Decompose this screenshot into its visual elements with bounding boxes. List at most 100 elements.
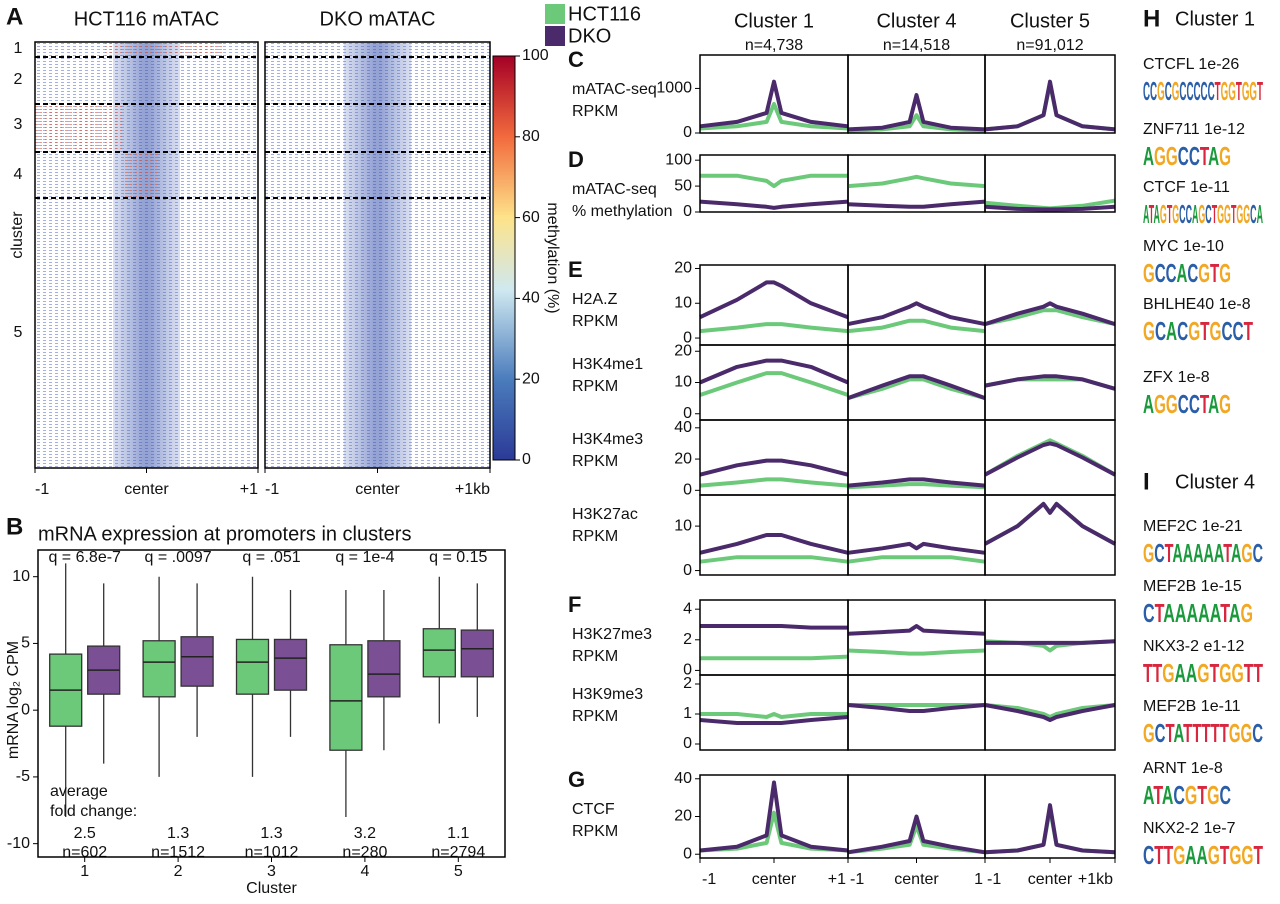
colorbar-tick-label: 60 bbox=[522, 209, 540, 226]
y-tick-label: 0 bbox=[683, 405, 692, 422]
x-tick-label: 1 bbox=[974, 871, 983, 888]
column-title: Cluster 5 bbox=[1010, 10, 1090, 32]
motif-label: MEF2B 1e-15 bbox=[1143, 578, 1242, 595]
y-tick-label: 20 bbox=[674, 260, 692, 277]
y-tick-label: 20 bbox=[674, 450, 692, 467]
y-tick-label: 0 bbox=[683, 203, 692, 220]
profile-line bbox=[699, 458, 849, 477]
n-label: n=2794 bbox=[431, 844, 485, 861]
fold-change: 1.1 bbox=[447, 825, 469, 842]
x-tick-label: 3 bbox=[267, 863, 276, 880]
profile-line bbox=[847, 541, 986, 555]
profile-line bbox=[847, 377, 986, 401]
y-tick-label: 10 bbox=[674, 294, 692, 311]
x-tick-label: center bbox=[894, 871, 939, 888]
panel-letter: G bbox=[568, 767, 585, 792]
motif-label: MYC 1e-10 bbox=[1143, 238, 1224, 255]
legend-label: DKO bbox=[568, 25, 611, 47]
colorbar-tick-label: 80 bbox=[522, 128, 540, 145]
x-tick-label: -1 bbox=[850, 871, 864, 888]
y-tick-label: 10 bbox=[674, 517, 692, 534]
profile-line bbox=[847, 624, 986, 636]
x-tick-label: center bbox=[124, 481, 169, 498]
profile-line bbox=[847, 318, 986, 334]
profile-line bbox=[700, 173, 848, 189]
panel-frame bbox=[699, 599, 849, 676]
profile-line bbox=[984, 501, 1116, 546]
x-tick-label: -1 bbox=[35, 481, 49, 498]
annotation: average bbox=[50, 783, 108, 800]
panel-frame bbox=[984, 154, 1116, 213]
row-label: mATAC-seq bbox=[572, 181, 657, 198]
heatmap-title: HCT116 mATAC bbox=[74, 8, 220, 30]
panel-letter: F bbox=[568, 592, 581, 617]
y-tick-label: 0 bbox=[683, 562, 692, 579]
y-tick-label: 0 bbox=[683, 735, 692, 752]
q-label: q = 1e-4 bbox=[335, 549, 394, 566]
profile-line bbox=[984, 441, 1116, 477]
x-tick-label: center bbox=[1028, 871, 1073, 888]
y-tick-label: 100 bbox=[665, 151, 692, 168]
cluster-label: 2 bbox=[14, 71, 23, 88]
y-tick-label: 2 bbox=[683, 631, 692, 648]
cluster-label: 4 bbox=[14, 166, 23, 183]
profile-line bbox=[700, 624, 848, 630]
row-label: RPKM bbox=[572, 103, 618, 120]
profile-line bbox=[699, 715, 849, 725]
x-tick-label: center bbox=[752, 871, 797, 888]
profile-line bbox=[699, 280, 849, 320]
row-label: H3K4me3 bbox=[572, 431, 643, 448]
box bbox=[329, 644, 363, 751]
column-title: Cluster 1 bbox=[734, 10, 814, 32]
row-label: RPKM bbox=[572, 453, 618, 470]
motif-logo: AGGCCTAG bbox=[1143, 389, 1231, 419]
panel-letter: C bbox=[568, 47, 584, 72]
x-tick-label: -1 bbox=[265, 481, 279, 498]
row-label: H3K9me3 bbox=[572, 686, 643, 703]
profile-line bbox=[847, 482, 986, 490]
colorbar-tick-label: 20 bbox=[522, 370, 540, 387]
n-label: n=1512 bbox=[151, 844, 205, 861]
profile-line bbox=[984, 703, 1116, 722]
legend-swatch bbox=[545, 4, 565, 24]
motif-logo: CTTGAAGTGGT bbox=[1143, 840, 1263, 870]
chart-title: mRNA expression at promoters in clusters bbox=[38, 523, 411, 545]
motif-group-title: Cluster 4 bbox=[1175, 471, 1255, 493]
profile-line bbox=[699, 199, 849, 210]
panel-frame bbox=[699, 54, 849, 134]
n-label: n=280 bbox=[342, 844, 387, 861]
y-tick-label: 50 bbox=[674, 177, 692, 194]
profile-line bbox=[984, 204, 1116, 212]
panel-letter: H bbox=[1143, 5, 1160, 32]
annotation: fold change: bbox=[50, 803, 137, 820]
colorbar-title: methylation (%) bbox=[544, 202, 561, 313]
motif-label: NKX3-2 e1-12 bbox=[1143, 638, 1244, 655]
motif-logo: GCTAAAAATAGC bbox=[1143, 538, 1263, 568]
panel-frame bbox=[847, 599, 986, 676]
profile-line bbox=[984, 703, 1116, 719]
x-tick-label: 1 bbox=[80, 863, 89, 880]
profile-line bbox=[985, 639, 1116, 645]
profile-line bbox=[847, 555, 986, 564]
row-label: RPKM bbox=[572, 648, 618, 665]
panel-frame bbox=[984, 419, 1116, 496]
y-tick-label: 40 bbox=[674, 770, 692, 787]
profile-line bbox=[847, 814, 986, 855]
panel-letter: A bbox=[6, 3, 23, 30]
y-tick-label: 10 bbox=[12, 568, 30, 585]
panel-frame bbox=[984, 54, 1116, 134]
motif-label: BHLHE40 1e-8 bbox=[1143, 296, 1251, 313]
y-tick-label: 1000 bbox=[656, 80, 692, 97]
profile-line bbox=[983, 438, 1117, 477]
panel-letter: B bbox=[6, 513, 23, 540]
profile-line bbox=[847, 703, 986, 713]
profile-line bbox=[984, 301, 1116, 327]
box bbox=[422, 628, 456, 678]
fold-change: 1.3 bbox=[260, 825, 282, 842]
y-tick-label: 0 bbox=[683, 662, 692, 679]
row-label: RPKM bbox=[572, 378, 618, 395]
x-tick-label: 4 bbox=[360, 863, 369, 880]
x-tick-label: 5 bbox=[454, 863, 463, 880]
y-tick-label: -5 bbox=[16, 768, 30, 785]
motif-label: ZFX 1e-8 bbox=[1143, 369, 1210, 386]
